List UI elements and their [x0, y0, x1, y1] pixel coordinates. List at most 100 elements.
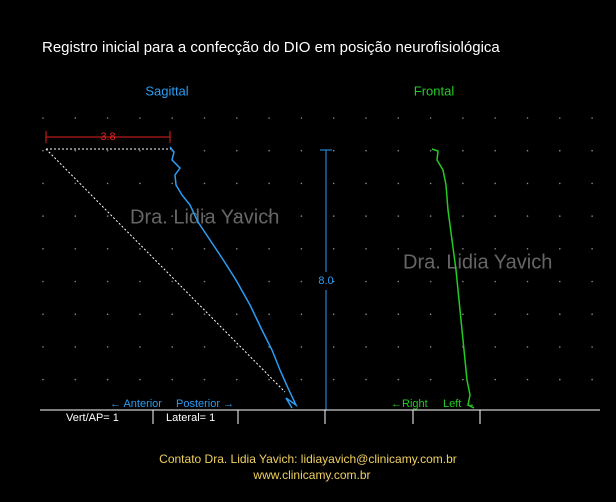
contact: Contato Dra. Lidia Yavich: lidiayavich@c…: [159, 452, 457, 466]
grid-dot: [236, 313, 238, 316]
grid-dot: [494, 149, 497, 152]
grid-dot: [526, 280, 529, 283]
grid-dot: [365, 313, 367, 316]
grid-dot: [42, 346, 44, 348]
grid-dot: [300, 280, 303, 283]
grid-dot: [591, 182, 593, 185]
grid-dot: [332, 346, 335, 348]
grid-dot: [268, 149, 270, 152]
grid-dot: [332, 280, 335, 283]
grid-dot: [365, 378, 367, 381]
grid-dot: [494, 248, 497, 250]
grid-dot: [429, 313, 432, 316]
grid-dot: [139, 346, 141, 348]
grid-dot: [559, 378, 561, 381]
grid-dot: [139, 248, 141, 250]
grid-dot: [139, 117, 141, 119]
grid-dot: [494, 215, 497, 217]
grid-dot: [591, 248, 593, 250]
grid-dot: [429, 248, 432, 250]
grid-dot: [268, 215, 270, 217]
grid-dot: [365, 346, 367, 348]
grid-dot: [559, 149, 561, 152]
grid-dot: [591, 280, 593, 283]
anterior-label: ← Anterior: [110, 398, 162, 410]
grid-dot: [494, 182, 497, 185]
grid-dot: [526, 378, 529, 381]
grid-dot: [203, 149, 206, 152]
grid-dot: [365, 149, 367, 152]
dimension-h: [45, 131, 171, 143]
dimension-h-label: 3.8: [100, 131, 115, 143]
grid-dot: [236, 182, 238, 185]
grid-dot: [236, 149, 238, 152]
grid-dot: [268, 117, 270, 119]
grid-dot: [365, 182, 367, 185]
grid-dot: [106, 248, 109, 250]
grid-dot: [139, 215, 141, 217]
grid-dot: [42, 117, 44, 119]
grid-dot: [397, 182, 400, 185]
grid-dot: [526, 313, 529, 316]
grid-dot: [494, 313, 497, 316]
grid-dot: [462, 248, 464, 250]
grid-dot: [74, 378, 77, 381]
grid-dot: [171, 313, 173, 316]
grid-dot: [429, 280, 432, 283]
dot-grid: [42, 117, 593, 381]
website: www.clinicamy.com.br: [252, 468, 370, 482]
grid-dot: [300, 378, 303, 381]
grid-dot: [526, 117, 529, 119]
grid-dot: [429, 215, 432, 217]
grid-dot: [139, 182, 141, 185]
left-label: Left →: [443, 398, 475, 410]
grid-dot: [268, 280, 270, 283]
grid-dot: [462, 280, 464, 283]
grid-dot: [591, 117, 593, 119]
title: Registro inicial para a confecção do DIO…: [42, 39, 500, 56]
grid-dot: [365, 215, 367, 217]
grid-dot: [74, 248, 77, 250]
grid-dot: [429, 117, 432, 119]
grid-dot: [236, 117, 238, 119]
grid-dot: [591, 378, 593, 381]
grid-dot: [106, 313, 109, 316]
grid-dot: [268, 313, 270, 316]
scale-vert: Vert/AP= 1: [66, 412, 119, 424]
grid-dot: [74, 280, 77, 283]
grid-dot: [300, 313, 303, 316]
grid-dot: [42, 313, 44, 316]
grid-dot: [106, 215, 109, 217]
grid-dot: [74, 215, 77, 217]
grid-dot: [203, 313, 206, 316]
grid-dot: [462, 215, 464, 217]
grid-dot: [332, 149, 335, 152]
grid-dot: [74, 346, 77, 348]
grid-dot: [42, 378, 44, 381]
grid-dot: [139, 280, 141, 283]
grid-dot: [332, 313, 335, 316]
grid-dot: [332, 215, 335, 217]
grid-dot: [203, 117, 206, 119]
grid-dot: [397, 117, 400, 119]
grid-dot: [203, 280, 206, 283]
grid-dot: [397, 346, 400, 348]
grid-dot: [106, 378, 109, 381]
grid-dot: [397, 248, 400, 250]
grid-dot: [106, 117, 109, 119]
watermark: Dra. Lidia Yavich: [130, 206, 279, 228]
grid-dot: [332, 117, 335, 119]
grid-dot: [332, 182, 335, 185]
grid-dot: [332, 248, 335, 250]
grid-dot: [397, 149, 400, 152]
grid-dot: [494, 378, 497, 381]
grid-dot: [559, 117, 561, 119]
grid-dot: [171, 182, 173, 185]
grid-dot: [559, 182, 561, 185]
grid-dot: [203, 378, 206, 381]
grid-dot: [300, 182, 303, 185]
dimension-v-label: 8.0: [318, 275, 333, 287]
grid-dot: [429, 378, 432, 381]
